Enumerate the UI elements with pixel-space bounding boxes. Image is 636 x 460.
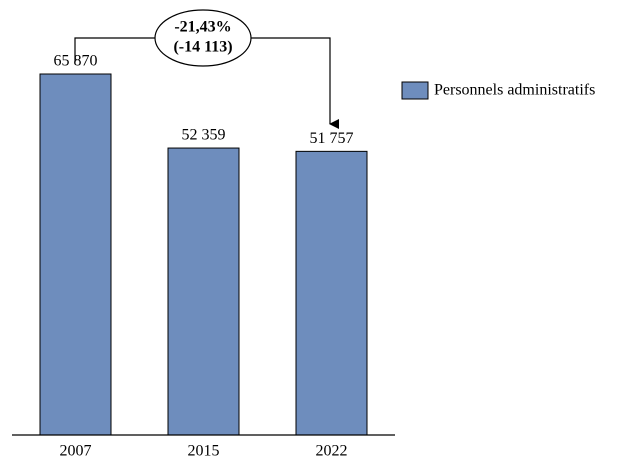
bar: [295, 150, 368, 436]
annotation-bubble: [154, 9, 252, 67]
legend-swatch: [401, 81, 429, 100]
bar: [167, 147, 240, 436]
annotation: (-14 113): [173, 39, 232, 56]
x-tick-label: 2022: [316, 443, 348, 460]
x-tick-label: 2015: [188, 443, 220, 460]
data-label: 51 757: [310, 130, 354, 147]
x-tick-label: 2007: [60, 443, 92, 460]
annotation: -21,43%: [174, 19, 231, 36]
legend-label: Personnels administratifs: [434, 82, 595, 99]
bar: [39, 73, 112, 436]
data-label: 65 870: [54, 53, 98, 70]
data-label: 52 359: [182, 127, 226, 144]
